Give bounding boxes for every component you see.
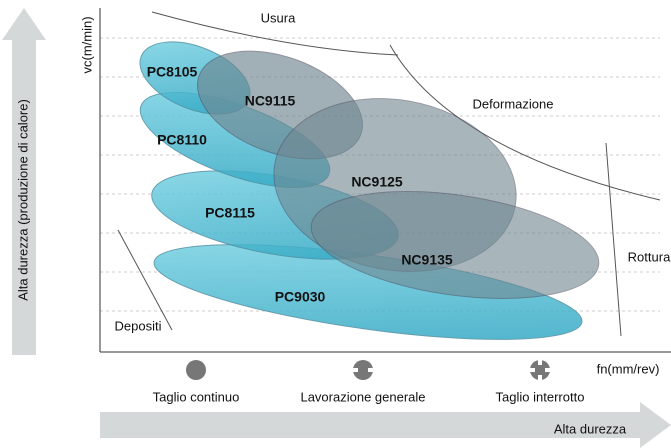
- x-axis-label: fn(mm/rev): [597, 361, 660, 376]
- grade-label: PC8115: [205, 205, 255, 221]
- region-label: Deformazione: [473, 96, 554, 111]
- condition-label: Taglio continuo: [153, 389, 240, 404]
- deformazione-line: [389, 44, 661, 201]
- grade-label: PC8110: [157, 132, 207, 148]
- rottura-line: [605, 142, 622, 337]
- grade-label: PC8105: [147, 64, 198, 80]
- condition-icon: [529, 359, 551, 381]
- grade-label: PC9030: [275, 289, 326, 305]
- side-arrow: [2, 8, 46, 355]
- y-axis-label: vc(m/min): [79, 16, 94, 73]
- condition-label: Lavorazione generale: [300, 389, 425, 404]
- side-arrow-label: Alta durezza (produzione di calore): [15, 99, 30, 301]
- depositi-line: [117, 229, 173, 331]
- region-label: Depositi: [115, 318, 162, 333]
- condition-icon: [352, 360, 374, 380]
- grade-area: [310, 191, 600, 299]
- bottom-arrow-label: Alta durezza: [554, 421, 627, 436]
- usura-line: [151, 11, 399, 56]
- region-label: Rottura: [628, 249, 671, 264]
- region-label: Usura: [261, 10, 296, 25]
- condition-icon: [186, 360, 206, 380]
- bottom-arrow: [100, 402, 671, 448]
- grade-label: NC9135: [401, 252, 453, 268]
- grade-label: NC9115: [245, 93, 296, 109]
- condition-label: Taglio interrotto: [496, 389, 585, 404]
- grade-label: NC9125: [351, 174, 403, 190]
